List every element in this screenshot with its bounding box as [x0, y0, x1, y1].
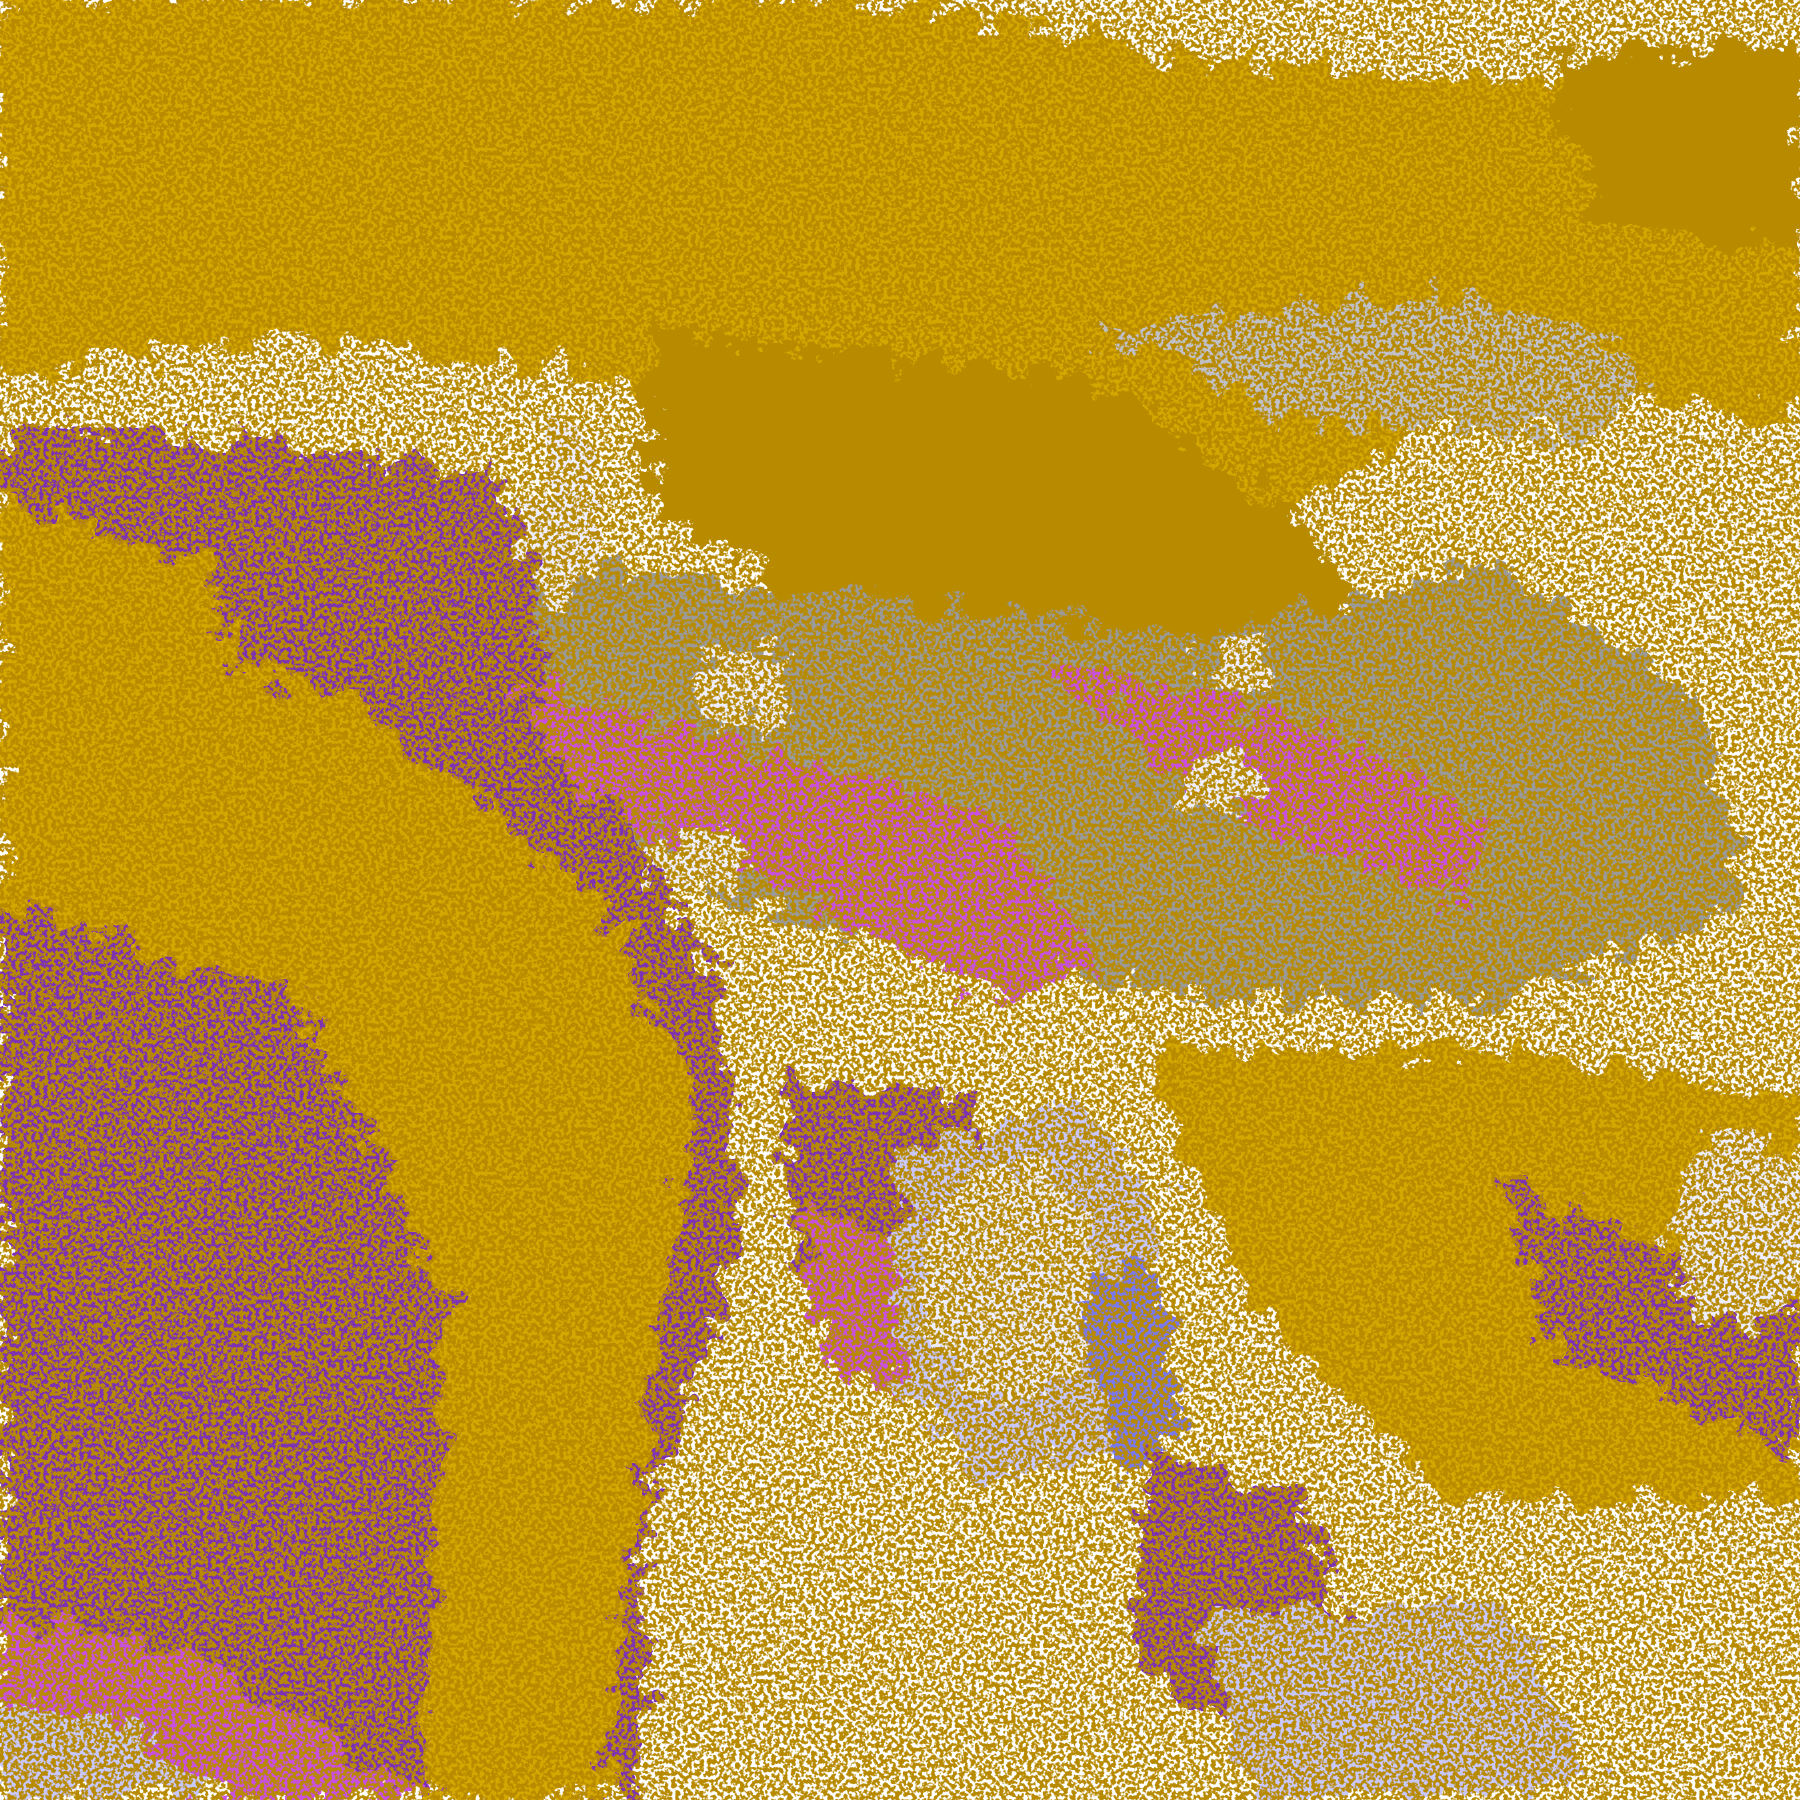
cloud-classification-map — [0, 0, 1800, 1800]
gold-speckle-overlay — [0, 0, 1800, 1800]
